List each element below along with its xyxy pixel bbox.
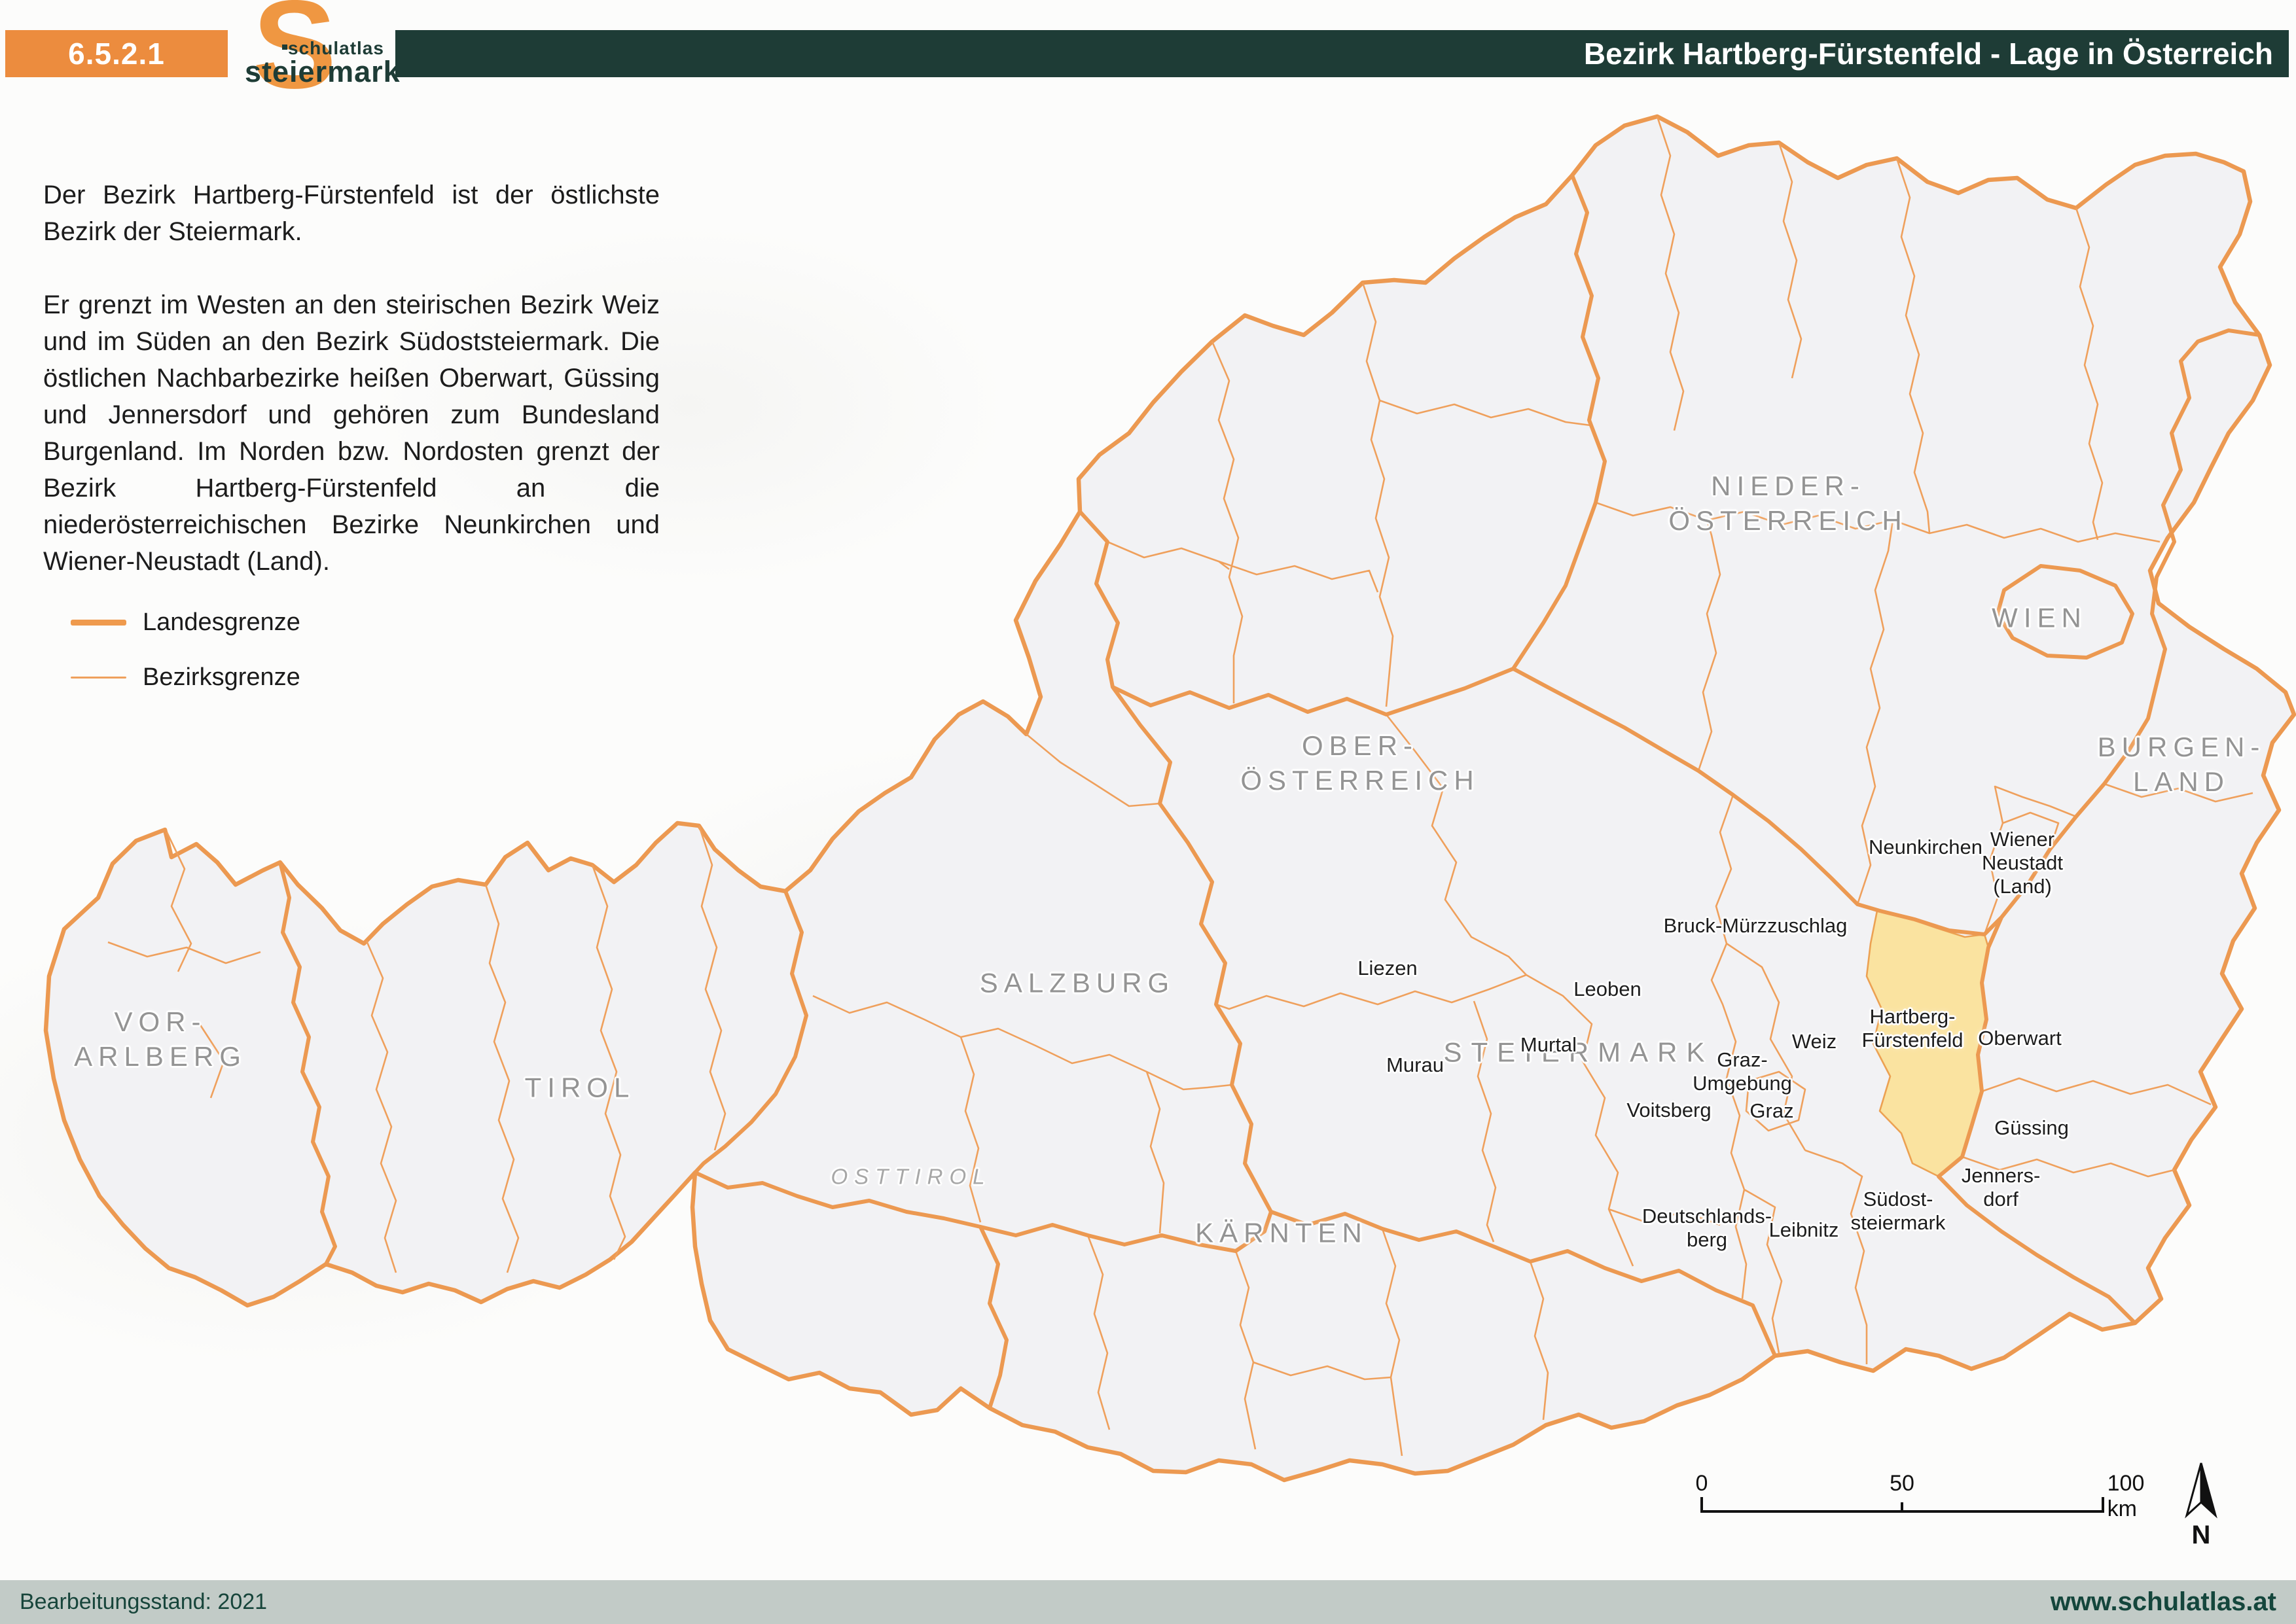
district-label: Südost-steiermark — [1850, 1188, 1946, 1234]
district-label: Deutschlands-berg — [1641, 1205, 1772, 1251]
state-label: SALZBURG — [979, 967, 1175, 998]
logo-word-top: schulatlas — [288, 38, 384, 58]
north-label: N — [2191, 1521, 2211, 1549]
district-label: Leibnitz — [1768, 1218, 1839, 1241]
scale-bar-graphic — [1700, 1497, 2104, 1513]
footer-bar: Bearbeitungsstand: 2021 www.schulatlas.a… — [0, 1580, 2296, 1624]
district-label: Liezen — [1357, 957, 1418, 980]
title-bar: Bezirk Hartberg-Fürstenfeld - Lage in Ös… — [395, 30, 2289, 77]
scale-tick-50: 50 — [1890, 1471, 1914, 1496]
footer-status: Bearbeitungsstand: 2021 — [20, 1589, 268, 1614]
state-label: TIROL — [524, 1072, 636, 1103]
state-label: VOR- ARLBERG — [74, 1006, 247, 1072]
district-label: Oberwart — [1978, 1027, 2062, 1050]
state-label: OSTTIROL — [831, 1164, 992, 1189]
state-label: BURGEN- LAND — [2097, 732, 2266, 797]
schulatlas-logo: S schulatlas steiermark — [242, 0, 401, 118]
state-label: NIEDER- ÖSTERREICH — [1668, 470, 1908, 536]
page-title: Bezirk Hartberg-Fürstenfeld - Lage in Ös… — [1583, 37, 2273, 71]
logo-word-bottom: steiermark — [245, 55, 401, 88]
thick-line-swatch-icon — [71, 619, 126, 626]
north-arrow: N — [2172, 1458, 2231, 1556]
district-label: Leoben — [1573, 978, 1641, 1000]
district-label: Jenners-dorf — [1961, 1164, 2041, 1210]
district-label: Murau — [1386, 1053, 1444, 1076]
district-label: Voitsberg — [1626, 1099, 1712, 1121]
footer-url: www.schulatlas.at — [2050, 1587, 2276, 1616]
legend-label: Bezirksgrenze — [143, 663, 300, 691]
district-label: Güssing — [1994, 1116, 2069, 1139]
thin-line-swatch-icon — [71, 676, 126, 679]
intro-text: Der Bezirk Hartberg-Fürstenfeld ist der … — [43, 177, 660, 616]
district-label: Weiz — [1791, 1030, 1837, 1053]
logo-dot-icon — [282, 44, 287, 50]
state-borders — [278, 173, 2261, 1410]
sheet-code: 6.5.2.1 — [68, 37, 165, 71]
logo-s-icon: S — [253, 0, 337, 115]
state-label: STEIERMARK — [1443, 1036, 1714, 1068]
country-outline — [43, 114, 2296, 1483]
legend: Landesgrenze Bezirksgrenze — [71, 607, 300, 717]
district-label: Murtal — [1520, 1033, 1577, 1056]
district-borders — [107, 116, 2253, 1456]
scale-tick-0: 0 — [1695, 1471, 1708, 1496]
legend-item-bezirksgrenze: Bezirksgrenze — [71, 662, 300, 692]
scale-tick-100: 100 km — [2107, 1471, 2145, 1521]
state-label: WIEN — [1992, 602, 2087, 633]
legend-label: Landesgrenze — [143, 608, 300, 636]
district-label: Neunkirchen — [1868, 836, 1983, 858]
sheet-code-box: 6.5.2.1 — [5, 30, 228, 77]
district-label: Hartberg- Fürstenfeld — [1861, 1005, 1964, 1051]
scale-bar: 0 50 100 km — [1689, 1471, 2147, 1530]
district-label: Bruck-Mürzzuschlag — [1663, 914, 1848, 937]
north-arrow-icon — [2185, 1462, 2217, 1519]
legend-item-landesgrenze: Landesgrenze — [71, 607, 300, 637]
state-label: KÄRNTEN — [1195, 1217, 1368, 1248]
intro-paragraph-2: Er grenzt im Westen an den steirischen B… — [43, 291, 660, 576]
district-label: Wiener Neustadt (Land) — [1981, 828, 2064, 898]
state-label: OBER- ÖSTERREICH — [1240, 730, 1480, 796]
intro-paragraph-1: Der Bezirk Hartberg-Fürstenfeld ist der … — [43, 181, 660, 246]
district-label: Graz- Umgebung — [1693, 1048, 1792, 1095]
district-label: Graz — [1749, 1099, 1794, 1122]
